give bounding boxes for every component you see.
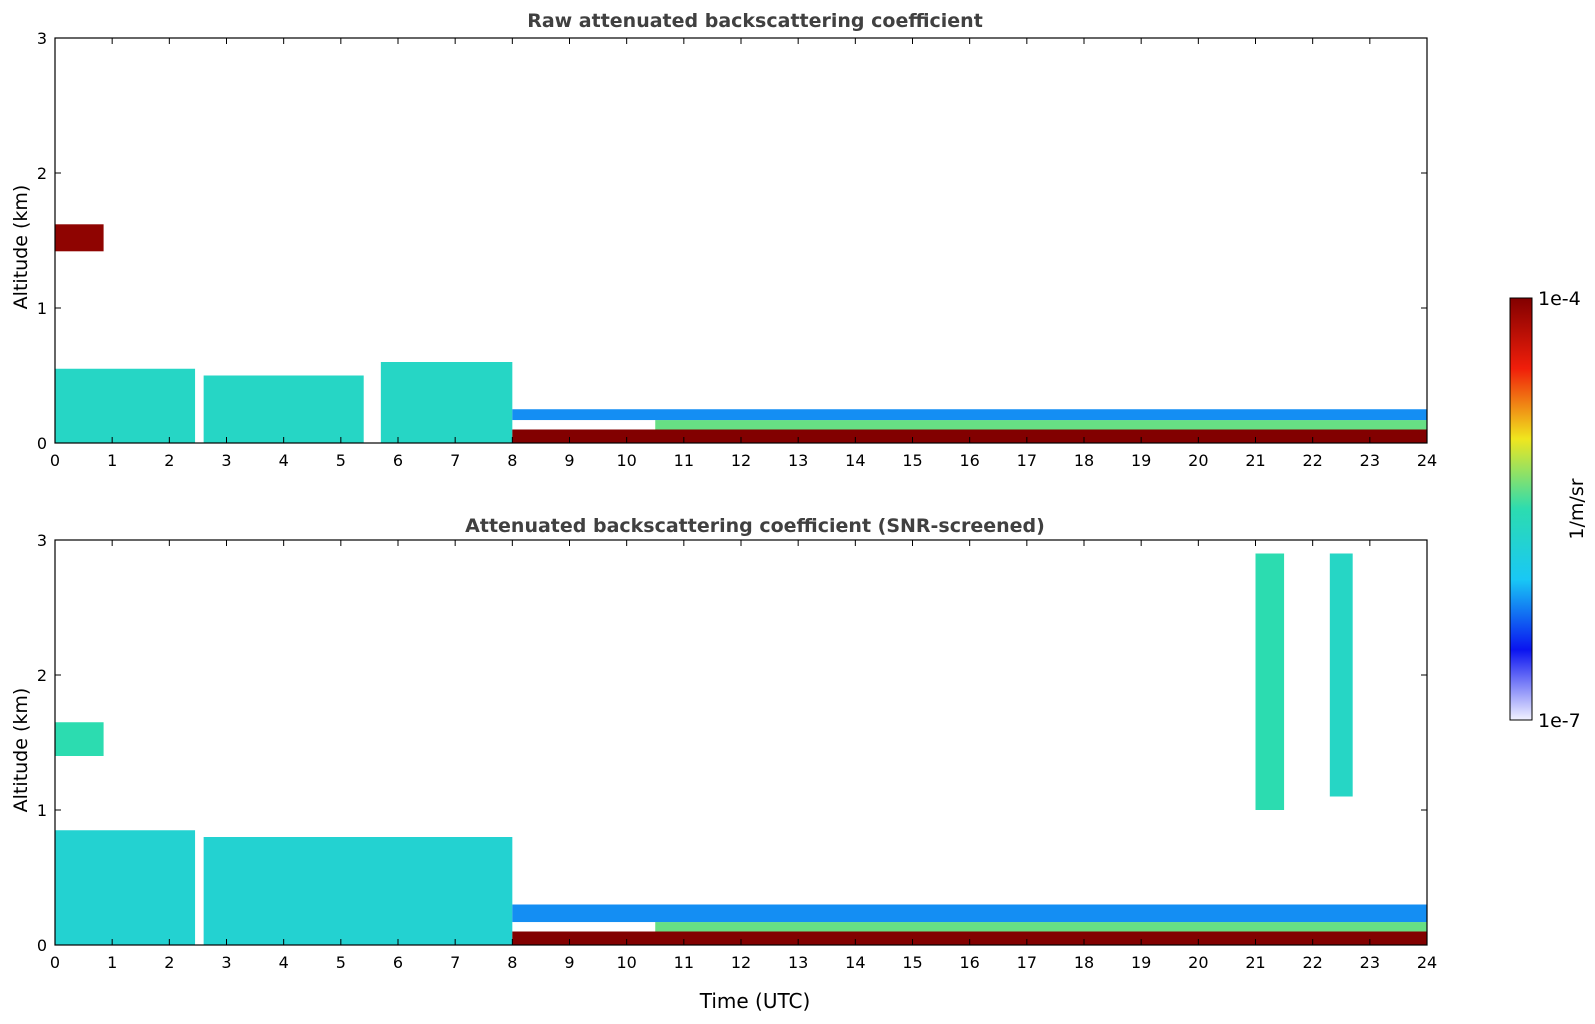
x-tick-label: 23 [1360,451,1380,470]
heatmap-area [55,553,1427,945]
y-tick-label: 3 [37,531,47,550]
x-tick-label: 1 [107,953,117,972]
x-tick-label: 19 [1131,953,1151,972]
x-tick-label: 24 [1417,451,1437,470]
x-tick-label: 18 [1074,451,1094,470]
y-tick-label: 1 [37,801,47,820]
panel-title: Attenuated backscattering coefficient (S… [465,515,1045,537]
colorbar-min-label: 1e-7 [1538,710,1581,732]
colorbar-gradient [1509,297,1533,721]
x-tick-label: 4 [279,451,289,470]
x-tick-label: 20 [1188,953,1208,972]
y-tick-label: 3 [37,29,47,48]
x-tick-label: 21 [1245,451,1265,470]
panel-title: Raw attenuated backscattering coefficien… [527,10,983,32]
x-tick-label: 10 [616,953,636,972]
x-tick-label: 9 [564,451,574,470]
y-tick-label: 1 [37,299,47,318]
x-tick-label: 0 [50,451,60,470]
x-tick-label: 9 [564,953,574,972]
heatmap-layer-1 [203,375,364,443]
x-tick-label: 4 [279,953,289,972]
heatmap-layer-0 [55,830,196,945]
heatmap-layer-6 [1255,553,1285,810]
x-tick-label: 8 [507,953,517,972]
heatmap-layer-4 [512,904,1427,923]
colorbar: 1e-4 1e-7 1/m/sr [1509,288,1588,732]
x-tick-label: 10 [616,451,636,470]
x-tick-label: 3 [221,953,231,972]
x-tick-label: 5 [336,451,346,470]
heatmap-layer-2 [380,362,513,443]
x-tick-label: 11 [674,451,694,470]
y-tick-label: 0 [37,434,47,453]
heatmap-area [55,224,1427,443]
x-tick-label: 1 [107,451,117,470]
x-tick-label: 6 [393,953,403,972]
x-tick-label: 14 [845,451,865,470]
y-axis-label: Altitude (km) [10,688,32,813]
x-tick-label: 2 [164,953,174,972]
x-tick-label: 21 [1245,953,1265,972]
panel-screened: Attenuated backscattering coefficient (S… [10,515,1437,1013]
x-tick-label: 7 [450,953,460,972]
x-tick-label: 12 [731,953,751,972]
x-tick-label: 0 [50,953,60,972]
x-tick-label: 2 [164,451,174,470]
x-tick-label: 13 [788,451,808,470]
panel-raw: Raw attenuated backscattering coefficien… [10,10,1437,470]
x-tick-label: 16 [959,953,979,972]
heatmap-layer-5 [55,722,104,756]
x-tick-label: 23 [1360,953,1380,972]
y-axis-label: Altitude (km) [10,185,32,310]
heatmap-layer-5 [512,409,1427,421]
x-tick-label: 19 [1131,451,1151,470]
y-tick-label: 0 [37,936,47,955]
x-tick-label: 13 [788,953,808,972]
x-tick-label: 5 [336,953,346,972]
heatmap-layer-6 [55,224,104,252]
heatmap-layer-1 [203,837,513,945]
x-tick-label: 17 [1017,953,1037,972]
colorbar-max-label: 1e-4 [1538,288,1581,310]
x-tick-label: 12 [731,451,751,470]
y-tick-label: 2 [37,164,47,183]
x-tick-label: 11 [674,953,694,972]
x-tick-label: 3 [221,451,231,470]
y-tick-label: 2 [37,666,47,685]
x-tick-label: 17 [1017,451,1037,470]
x-tick-label: 15 [902,451,922,470]
colorbar-unit-label: 1/m/sr [1566,478,1588,539]
x-tick-label: 15 [902,953,922,972]
x-tick-label: 20 [1188,451,1208,470]
x-axis-label: Time (UTC) [699,989,811,1013]
x-tick-label: 22 [1302,953,1322,972]
x-tick-label: 18 [1074,953,1094,972]
heatmap-layer-0 [55,368,196,443]
x-tick-label: 6 [393,451,403,470]
heatmap-layer-3 [655,922,1427,932]
heatmap-layer-4 [655,420,1427,430]
heatmap-layer-7 [1329,553,1353,797]
x-tick-label: 22 [1302,451,1322,470]
x-tick-label: 8 [507,451,517,470]
x-tick-label: 16 [959,451,979,470]
x-tick-label: 24 [1417,953,1437,972]
x-tick-label: 7 [450,451,460,470]
x-tick-label: 14 [845,953,865,972]
